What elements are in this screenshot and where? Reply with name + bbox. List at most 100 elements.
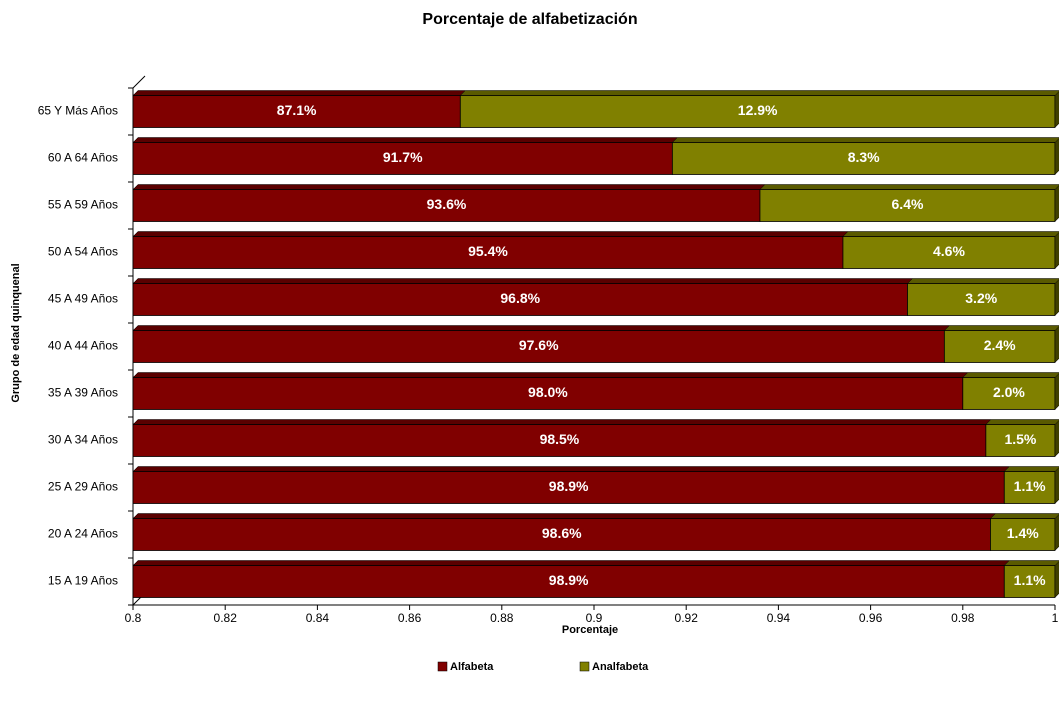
bar-top xyxy=(985,419,1059,425)
x-tick-label: 0.82 xyxy=(214,611,238,625)
x-tick-label: 0.88 xyxy=(490,611,514,625)
bar-top xyxy=(459,90,1059,96)
y-tick-label: 45 A 49 Años xyxy=(48,292,118,306)
bar xyxy=(962,377,1056,410)
bar-side xyxy=(1054,514,1059,552)
bar xyxy=(907,283,1056,316)
bar-side xyxy=(1054,467,1059,505)
legend-label: Alfabeta xyxy=(450,661,494,673)
bar-top xyxy=(962,372,1059,378)
x-tick-label: 0.8 xyxy=(125,611,142,625)
y-tick-label: 30 A 34 Años xyxy=(48,433,118,447)
y-tick-label: 35 A 39 Años xyxy=(48,386,118,400)
bar xyxy=(132,95,461,128)
y-tick-label: 55 A 59 Años xyxy=(48,198,118,212)
x-tick-label: 0.94 xyxy=(767,611,791,625)
y-axis-title: Grupo de edad quinquenal xyxy=(10,263,22,402)
value-label: 91.7% xyxy=(383,149,423,165)
value-label: 12.9% xyxy=(738,102,778,118)
bar xyxy=(132,471,1005,504)
value-label: 1.4% xyxy=(1007,525,1039,541)
bar-side xyxy=(1054,232,1059,270)
value-label: 1.1% xyxy=(1014,478,1046,494)
value-label: 98.9% xyxy=(549,572,589,588)
bar-top xyxy=(1003,560,1059,566)
bar-side xyxy=(1054,138,1059,176)
x-tick-label: 0.92 xyxy=(675,611,699,625)
bar-top xyxy=(132,560,1010,566)
y-tick-label: 50 A 54 Años xyxy=(48,245,118,259)
value-label: 1.1% xyxy=(1014,572,1046,588)
bar-side xyxy=(1054,279,1059,317)
value-label: 98.6% xyxy=(542,525,582,541)
value-label: 1.5% xyxy=(1004,431,1036,447)
bar xyxy=(1003,565,1056,598)
value-label: 98.0% xyxy=(528,384,568,400)
bar xyxy=(132,518,991,551)
x-tick-label: 1 xyxy=(1052,611,1059,625)
bar-top xyxy=(132,513,997,519)
y-tick-label: 65 Y Más Años xyxy=(38,104,118,118)
bar-top xyxy=(132,137,678,143)
bar-side xyxy=(1054,373,1059,411)
value-label: 3.2% xyxy=(965,290,997,306)
bar-side xyxy=(1054,326,1059,364)
bar xyxy=(132,142,673,175)
y-tick-label: 25 A 29 Años xyxy=(48,480,118,494)
wall-edge xyxy=(132,75,146,89)
x-tick-label: 0.98 xyxy=(951,611,975,625)
bar-top xyxy=(1003,466,1059,472)
bar-top xyxy=(132,325,950,331)
value-label: 98.9% xyxy=(549,478,589,494)
bar-top xyxy=(132,90,466,96)
legend-swatch xyxy=(579,661,590,672)
value-label: 97.6% xyxy=(519,337,559,353)
bar xyxy=(842,236,1056,269)
value-label: 93.6% xyxy=(427,196,467,212)
bar-top xyxy=(132,278,914,284)
y-tick-label: 20 A 24 Años xyxy=(48,527,118,541)
bar-top xyxy=(906,278,1059,284)
value-label: 95.4% xyxy=(468,243,508,259)
bar-top xyxy=(132,466,1010,472)
value-label: 96.8% xyxy=(500,290,540,306)
bar xyxy=(985,424,1056,457)
bar-top xyxy=(671,137,1059,143)
bar-top xyxy=(132,184,766,190)
bar-top xyxy=(132,231,849,237)
bar xyxy=(671,142,1056,175)
bar xyxy=(132,424,987,457)
bar xyxy=(132,236,844,269)
bar-side xyxy=(1054,561,1059,599)
bar xyxy=(132,330,945,363)
bar-top xyxy=(842,231,1059,237)
x-tick-label: 0.86 xyxy=(398,611,422,625)
y-tick-label: 60 A 64 Años xyxy=(48,151,118,165)
value-label: 98.5% xyxy=(540,431,580,447)
bar-top xyxy=(132,372,969,378)
bar-side xyxy=(1054,91,1059,129)
bar xyxy=(943,330,1056,363)
bar xyxy=(759,189,1056,222)
bar xyxy=(132,377,964,410)
legend-swatch xyxy=(437,661,448,672)
y-tick-label: 15 A 19 Años xyxy=(48,574,118,588)
value-label: 87.1% xyxy=(277,102,317,118)
y-tick-label: 40 A 44 Años xyxy=(48,339,118,353)
x-tick-label: 0.9 xyxy=(586,611,603,625)
bar-side xyxy=(1054,185,1059,223)
value-label: 4.6% xyxy=(933,243,965,259)
x-tick-label: 0.84 xyxy=(306,611,330,625)
x-tick-label: 0.96 xyxy=(859,611,883,625)
bar-top xyxy=(759,184,1059,190)
chart-title: Porcentaje de alfabetización xyxy=(422,11,637,28)
value-label: 6.4% xyxy=(892,196,924,212)
value-label: 2.0% xyxy=(993,384,1025,400)
bar-top xyxy=(943,325,1059,331)
x-axis-title: Porcentaje xyxy=(562,624,618,636)
bar-side xyxy=(1054,420,1059,458)
legend-label: Analfabeta xyxy=(592,661,649,673)
bar xyxy=(459,95,1056,128)
bar xyxy=(132,565,1005,598)
